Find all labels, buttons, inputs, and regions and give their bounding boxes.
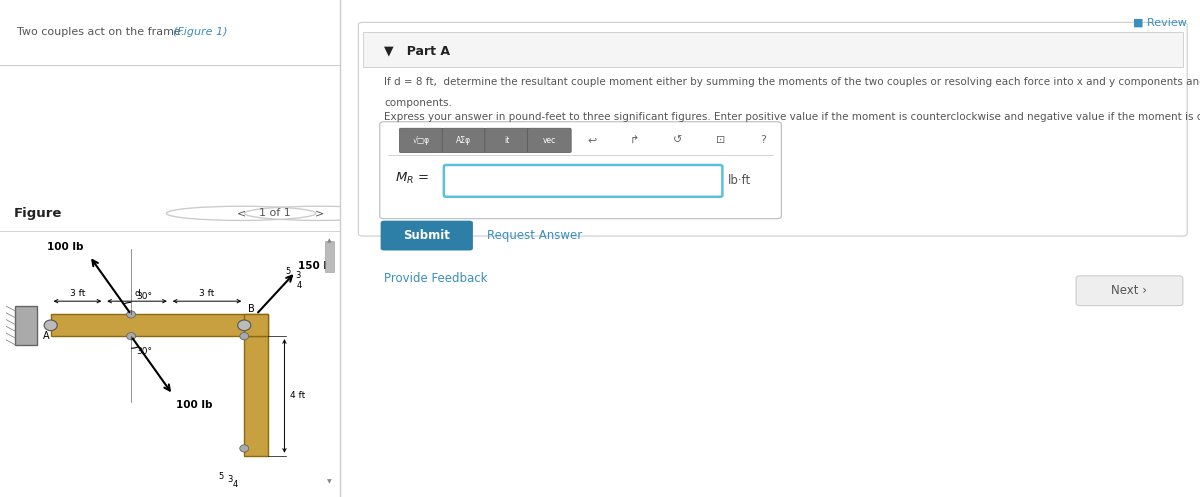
Text: Submit: Submit xyxy=(403,229,450,242)
Text: 3: 3 xyxy=(227,476,233,485)
FancyBboxPatch shape xyxy=(380,221,473,250)
Text: ⊡: ⊡ xyxy=(715,135,725,146)
Bar xyxy=(14,306,37,344)
Text: Express your answer in pound-feet to three significant figures. Enter positive v: Express your answer in pound-feet to thr… xyxy=(384,112,1200,122)
FancyBboxPatch shape xyxy=(528,128,571,153)
FancyBboxPatch shape xyxy=(1076,276,1183,306)
Text: lb·ft: lb·ft xyxy=(728,174,751,187)
Text: If d = 8 ft,  determine the resultant couple moment either by summing the moment: If d = 8 ft, determine the resultant cou… xyxy=(384,77,1200,87)
Text: 100 lb: 100 lb xyxy=(47,243,84,252)
Circle shape xyxy=(127,311,136,318)
Text: Two couples act on the frame.: Two couples act on the frame. xyxy=(17,27,192,37)
Text: vec: vec xyxy=(542,136,556,145)
Text: 30°: 30° xyxy=(137,292,152,301)
Text: √□φ: √□φ xyxy=(413,136,430,145)
FancyBboxPatch shape xyxy=(485,128,528,153)
Text: AΣφ: AΣφ xyxy=(456,136,472,145)
FancyBboxPatch shape xyxy=(442,128,486,153)
Text: components.: components. xyxy=(384,98,452,108)
Text: Figure: Figure xyxy=(13,207,62,220)
Text: ▼   Part A: ▼ Part A xyxy=(384,44,450,57)
Text: 1 of 1: 1 of 1 xyxy=(259,208,290,218)
Bar xyxy=(362,32,1183,67)
Circle shape xyxy=(238,320,251,331)
Text: 4 ft: 4 ft xyxy=(290,392,305,401)
Text: <: < xyxy=(236,208,246,218)
FancyBboxPatch shape xyxy=(379,122,781,219)
Text: it: it xyxy=(504,136,509,145)
Bar xyxy=(324,241,335,271)
Text: ■ Review: ■ Review xyxy=(1133,17,1187,27)
Text: A: A xyxy=(43,331,49,340)
Circle shape xyxy=(240,332,248,340)
Text: ↱: ↱ xyxy=(630,135,640,146)
Text: ▲: ▲ xyxy=(328,239,331,244)
Text: 100 lb: 100 lb xyxy=(175,400,212,410)
Text: 4: 4 xyxy=(296,281,302,290)
Text: 150 lb: 150 lb xyxy=(299,261,335,271)
Bar xyxy=(245,336,268,456)
Text: Next ›: Next › xyxy=(1111,284,1147,297)
Text: B: B xyxy=(248,304,256,314)
Text: d: d xyxy=(134,289,140,298)
Circle shape xyxy=(44,320,58,331)
FancyBboxPatch shape xyxy=(400,128,443,153)
Text: ?: ? xyxy=(760,135,766,146)
FancyBboxPatch shape xyxy=(359,22,1187,236)
Text: (Figure 1): (Figure 1) xyxy=(173,27,228,37)
Text: 3: 3 xyxy=(295,271,300,280)
Text: 3 ft: 3 ft xyxy=(70,289,85,298)
FancyBboxPatch shape xyxy=(444,165,722,197)
Text: 30°: 30° xyxy=(137,347,152,356)
Text: 4: 4 xyxy=(233,480,238,490)
Text: 5: 5 xyxy=(218,472,223,481)
Bar xyxy=(245,315,268,336)
Circle shape xyxy=(127,332,136,340)
Text: ▼: ▼ xyxy=(328,480,331,485)
Text: ↺: ↺ xyxy=(673,135,683,146)
Text: $M_R$ =: $M_R$ = xyxy=(395,171,430,186)
Text: Request Answer: Request Answer xyxy=(486,229,582,242)
Text: 3 ft: 3 ft xyxy=(199,289,215,298)
Circle shape xyxy=(240,445,248,452)
Text: >: > xyxy=(314,208,324,218)
Text: Provide Feedback: Provide Feedback xyxy=(384,272,487,285)
Text: 5: 5 xyxy=(286,267,290,276)
Text: ↩: ↩ xyxy=(588,135,596,146)
Bar xyxy=(50,315,268,336)
